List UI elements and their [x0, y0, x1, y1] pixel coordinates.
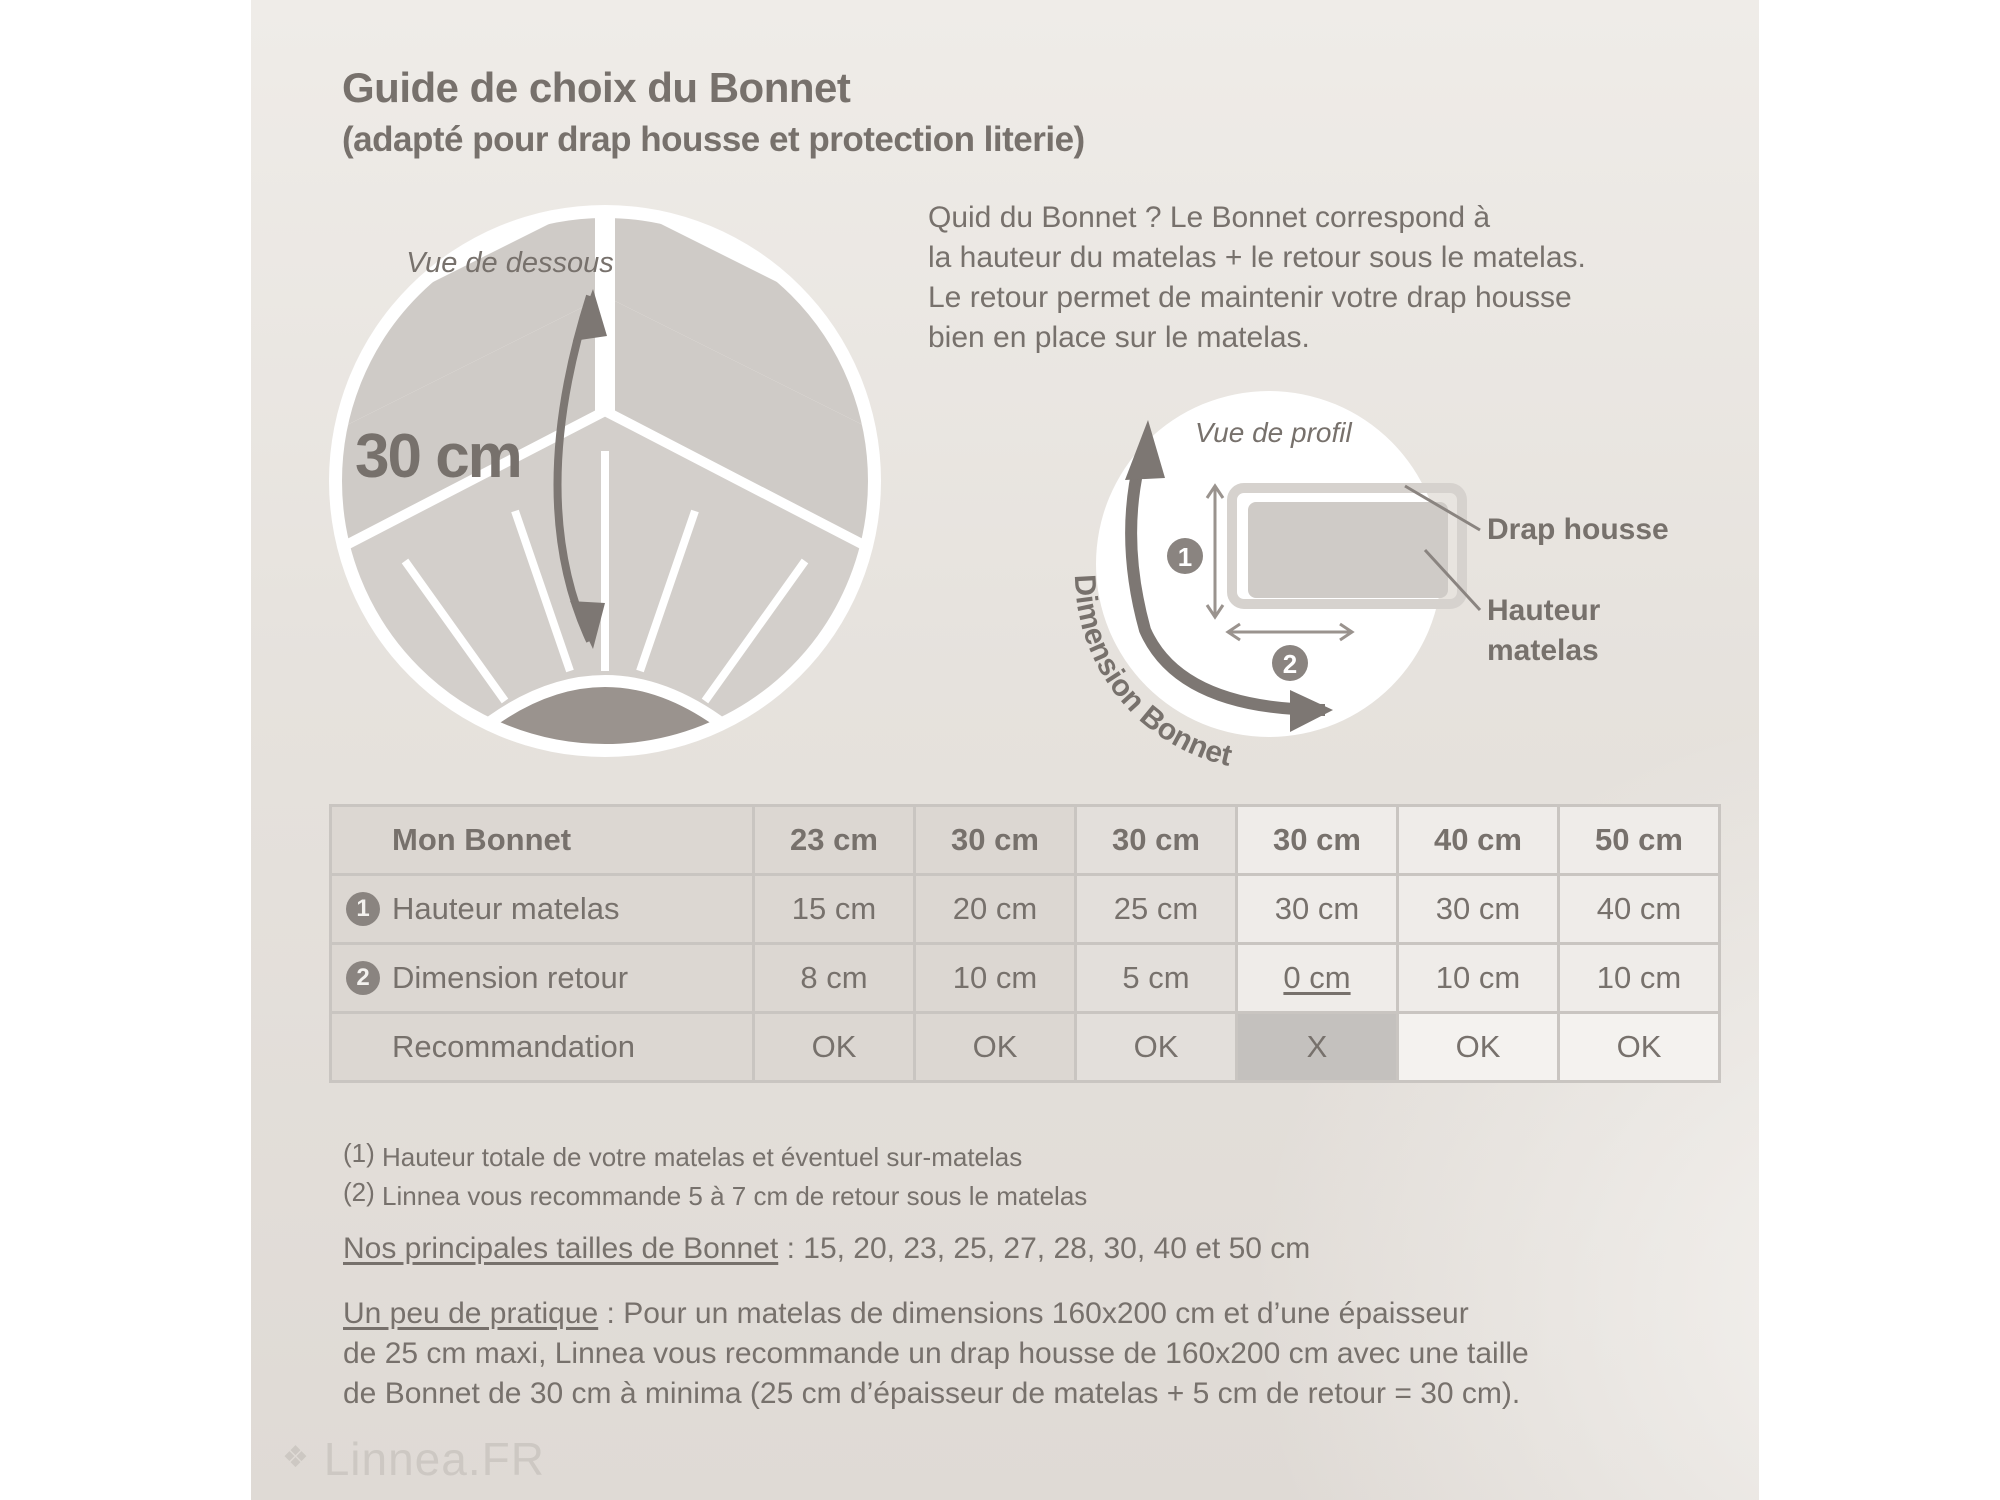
header-cell: 23 cm [752, 804, 916, 876]
table-cell: OK [752, 1011, 916, 1083]
table-cell: 0 cm [1235, 942, 1399, 1014]
header-cell: 30 cm [913, 804, 1077, 876]
header-cell: 40 cm [1396, 804, 1560, 876]
table-cell: 8 cm [752, 942, 916, 1014]
intro-line: Le retour permet de maintenir votre drap… [928, 281, 1572, 314]
intro-line: la hauteur du matelas + le retour sous l… [928, 241, 1586, 274]
header-cell: 50 cm [1557, 804, 1721, 876]
marker-2: 2 [1283, 649, 1297, 679]
header-cell: 30 cm [1074, 804, 1238, 876]
intro-text: Quid du Bonnet ? Le Bonnet correspond à … [928, 198, 1648, 358]
table-row: 2 Dimension retour 8 cm 10 cm 5 cm 0 cm 1… [329, 942, 1721, 1014]
bottom-view-illustration: Vue de dessous 30 cm [329, 205, 881, 757]
marker-1: 1 [1178, 542, 1192, 572]
table-cell: 10 cm [913, 942, 1077, 1014]
table-cell: 25 cm [1074, 873, 1238, 945]
footnote: (1) Hauteur totale de votre matelas et é… [343, 1138, 1023, 1172]
footnotes: (1) Hauteur totale de votre matelas et é… [343, 1136, 1087, 1214]
table-row: Recommandation OK OK OK X OK OK [329, 1011, 1721, 1083]
table-header-row: Mon Bonnet 23 cm 30 cm 30 cm 30 cm 40 cm… [329, 804, 1721, 876]
callout-hauteur: Hauteur [1487, 594, 1601, 627]
marker-2-icon: 2 [346, 961, 380, 995]
page-title: Guide de choix du Bonnet [342, 64, 851, 111]
intro-line: bien en place sur le matelas. [928, 321, 1310, 354]
table-cell: 15 cm [752, 873, 916, 945]
marker-1-icon: 1 [346, 892, 380, 926]
linnea-logo: ❖ Linnea.FR [282, 1433, 545, 1485]
table-cell: 40 cm [1557, 873, 1721, 945]
row-label: 2 Dimension retour [329, 942, 755, 1014]
profile-view-illustration: 1 2 Vue de profil Drap housse Hauteur ma… [1068, 391, 1669, 773]
page-subtitle: (adapté pour drap housse et protection l… [342, 120, 1085, 159]
header-cell: 30 cm [1235, 804, 1399, 876]
table-cell: OK [1074, 1011, 1238, 1083]
header-label: Mon Bonnet [329, 804, 755, 876]
row-label: 1 Hauteur matelas [329, 873, 755, 945]
table-cell: OK [1557, 1011, 1721, 1083]
table-cell: 10 cm [1396, 942, 1560, 1014]
leaf-icon: ❖ [282, 1441, 310, 1474]
footnote: (2) Linnea vous recommande 5 à 7 cm de r… [343, 1177, 1088, 1211]
callout-matelas: matelas [1487, 634, 1599, 667]
callout-drap-housse: Drap housse [1487, 513, 1669, 546]
table-cell: 30 cm [1396, 873, 1560, 945]
intro-line: Quid du Bonnet ? Le Bonnet correspond à [928, 201, 1491, 234]
measure-label: 30 cm [355, 422, 521, 491]
table-cell: 10 cm [1557, 942, 1721, 1014]
row-label: Recommandation [329, 1011, 755, 1083]
table-cell: 30 cm [1235, 873, 1399, 945]
bonnet-table: Mon Bonnet 23 cm 30 cm 30 cm 30 cm 40 cm… [329, 804, 1721, 1083]
table-cell: OK [913, 1011, 1077, 1083]
reject-cell: X [1235, 1011, 1399, 1083]
table-cell: 5 cm [1074, 942, 1238, 1014]
table-row: 1 Hauteur matelas 15 cm 20 cm 25 cm 30 cm… [329, 873, 1721, 945]
table-cell: OK [1396, 1011, 1560, 1083]
table-cell: 20 cm [913, 873, 1077, 945]
main-sizes: Nos principales tailles de Bonnet : 15, … [343, 1232, 1311, 1265]
view-label: Vue de dessous [406, 247, 613, 279]
practice-text: Un peu de pratique : Pour un matelas de … [343, 1297, 1529, 1410]
profile-view-label: Vue de profil [1195, 417, 1352, 448]
